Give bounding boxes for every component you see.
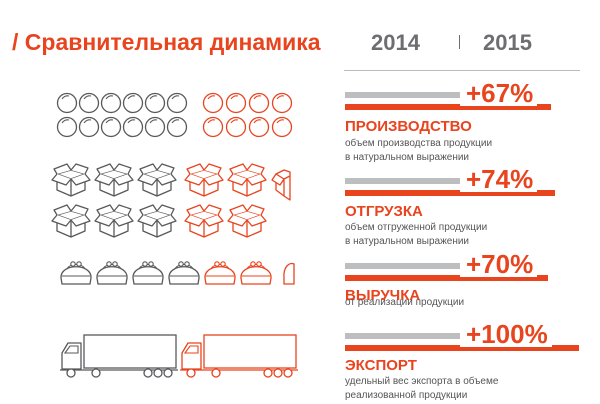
ball-icon <box>78 92 100 114</box>
shipment-icons <box>51 163 177 238</box>
revenue-bar-2015 <box>345 275 548 281</box>
truck-icon <box>179 334 299 378</box>
production-icons <box>56 92 188 138</box>
production-percent: +67% <box>460 80 538 106</box>
box-icon <box>227 163 267 197</box>
page-title: / Сравнительная динамика <box>12 29 321 55</box>
purse-icon <box>96 261 128 285</box>
export-bar-2015 <box>345 345 579 351</box>
production-bar-2015 <box>345 104 551 110</box>
header-divider <box>344 70 580 71</box>
ball-icon <box>225 116 247 138</box>
ball-icon <box>78 116 100 138</box>
revenue-icons <box>60 261 200 285</box>
revenue-description: от реализации продукции <box>345 297 465 308</box>
ball-icon <box>225 92 247 114</box>
shipment-bar-2015 <box>345 190 555 196</box>
box-icon <box>227 204 267 238</box>
production-title: ПРОИЗВОДСТВО <box>345 118 472 135</box>
box-icon <box>137 163 177 197</box>
ball-icon <box>56 116 78 138</box>
half-purse-icon <box>283 262 295 285</box>
box-icon <box>51 163 91 197</box>
box-icon <box>51 204 91 238</box>
revenue-bar-2014 <box>345 263 462 269</box>
ball-icon <box>248 116 270 138</box>
year-2015-label: 2015 <box>483 30 532 55</box>
ball-icon <box>166 116 188 138</box>
box-icon <box>184 163 224 197</box>
export-description: удельный вес экспорта в объеме реализова… <box>345 376 499 401</box>
purse-icon <box>204 261 236 285</box>
ball-icon <box>144 116 166 138</box>
purse-icon <box>60 261 92 285</box>
production-description: объем производства продукции в натуральн… <box>345 138 493 163</box>
ball-icon <box>271 116 293 138</box>
revenue-title: ВЫРУЧКА <box>345 287 421 304</box>
purse-icon <box>168 261 200 285</box>
ball-icon <box>248 92 270 114</box>
export-title: ЭКСПОРТ <box>345 357 417 374</box>
shipment-percent: +74% <box>460 166 538 192</box>
shipment-bar-2014 <box>345 178 462 184</box>
export-icons <box>59 334 299 378</box>
ball-icon <box>144 92 166 114</box>
export-bar-2014 <box>345 333 462 339</box>
shipment-title: ОТГРУЗКА <box>345 203 423 220</box>
ball-icon <box>100 116 122 138</box>
box-icon <box>184 204 224 238</box>
purse-icon <box>240 261 272 285</box>
ball-icon <box>122 116 144 138</box>
icon-panel <box>51 92 299 378</box>
ball-icon <box>56 92 78 114</box>
revenue-percent: +70% <box>460 251 538 277</box>
export-percent: +100% <box>460 321 552 347</box>
shipment-description: объем отгруженной продукции в натурально… <box>345 222 488 247</box>
year-2014-label: 2014 <box>371 30 420 55</box>
production-bar-2014 <box>345 92 462 98</box>
purse-icon <box>132 261 164 285</box>
box-icon <box>137 204 177 238</box>
ball-icon <box>202 116 224 138</box>
box-icon <box>94 204 134 238</box>
truck-icon <box>59 334 179 378</box>
year-separator <box>459 35 460 49</box>
ball-icon <box>122 92 144 114</box>
ball-icon <box>271 92 293 114</box>
box-icon <box>94 163 134 197</box>
ball-icon <box>166 92 188 114</box>
ball-icon <box>100 92 122 114</box>
ball-icon <box>202 92 224 114</box>
